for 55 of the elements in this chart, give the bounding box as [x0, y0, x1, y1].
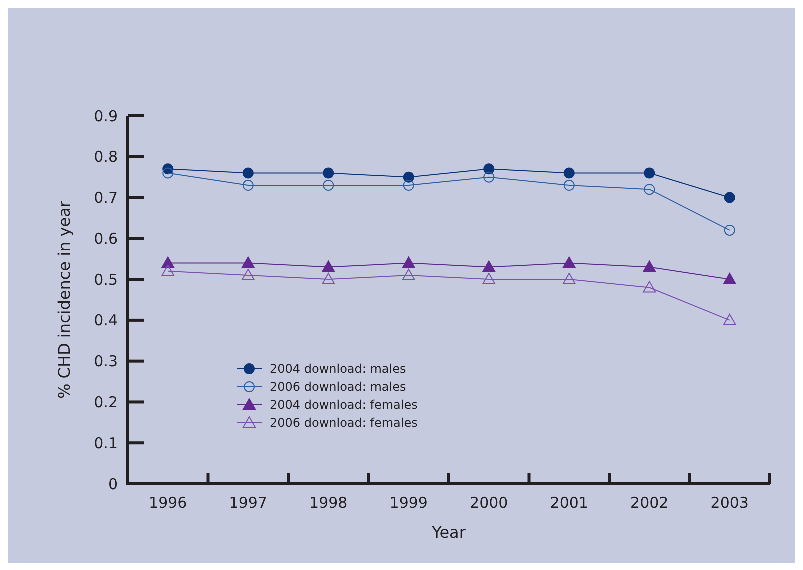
x-tick-label: 1999 — [390, 494, 428, 512]
point — [644, 168, 656, 179]
point — [322, 273, 336, 285]
point — [242, 180, 254, 192]
point — [724, 192, 736, 204]
point — [564, 168, 575, 179]
point — [484, 172, 495, 183]
x-tick-label: 2002 — [630, 494, 669, 512]
y-tick-label: 0.8 — [94, 148, 118, 166]
y-tick-label: 0.1 — [94, 434, 118, 452]
y-tick-label: 0.4 — [94, 312, 118, 330]
point — [403, 180, 414, 192]
y-tick-label: 0.2 — [94, 393, 118, 412]
x-tick-label: 2001 — [550, 494, 588, 512]
y-tick-label: 0 — [108, 475, 118, 494]
x-tick-label: 1997 — [229, 494, 268, 512]
point — [402, 256, 416, 268]
point — [242, 268, 255, 280]
point — [162, 264, 175, 276]
point — [723, 273, 736, 285]
point — [162, 168, 174, 179]
point — [403, 172, 414, 183]
y-tick-label: 0.5 — [94, 270, 118, 289]
x-tick-label: 1998 — [310, 494, 348, 512]
point — [724, 224, 736, 236]
point — [564, 180, 575, 192]
point — [482, 273, 496, 285]
legend-label: 2004 download: females — [270, 398, 418, 412]
x-axis-title: Year — [431, 523, 466, 542]
legend-label: 2006 download: females — [270, 416, 418, 430]
point — [242, 168, 254, 179]
point — [323, 180, 334, 192]
x-tick-label: 1996 — [149, 494, 188, 512]
y-tick-label: 0.7 — [94, 189, 118, 208]
point — [562, 273, 576, 285]
y-tick-label: 0.9 — [94, 107, 118, 126]
x-tick-label: 2003 — [710, 494, 749, 512]
point — [242, 256, 255, 268]
y-tick-label: 0.3 — [94, 352, 118, 371]
y-axis-title: % CHD incidence in year — [55, 200, 74, 399]
point — [322, 260, 336, 272]
legend-label: 2006 download: males — [270, 380, 406, 394]
x-tick-label: 2000 — [470, 494, 508, 512]
point — [643, 281, 656, 293]
legend-label: 2004 download: males — [270, 362, 406, 376]
point — [644, 184, 656, 196]
point — [723, 314, 736, 326]
y-tick-label: 0.6 — [94, 230, 118, 248]
point — [323, 168, 334, 179]
point — [643, 260, 656, 272]
point — [402, 268, 416, 280]
point — [484, 164, 495, 175]
point — [562, 256, 576, 268]
point — [162, 256, 175, 268]
point — [482, 260, 496, 272]
